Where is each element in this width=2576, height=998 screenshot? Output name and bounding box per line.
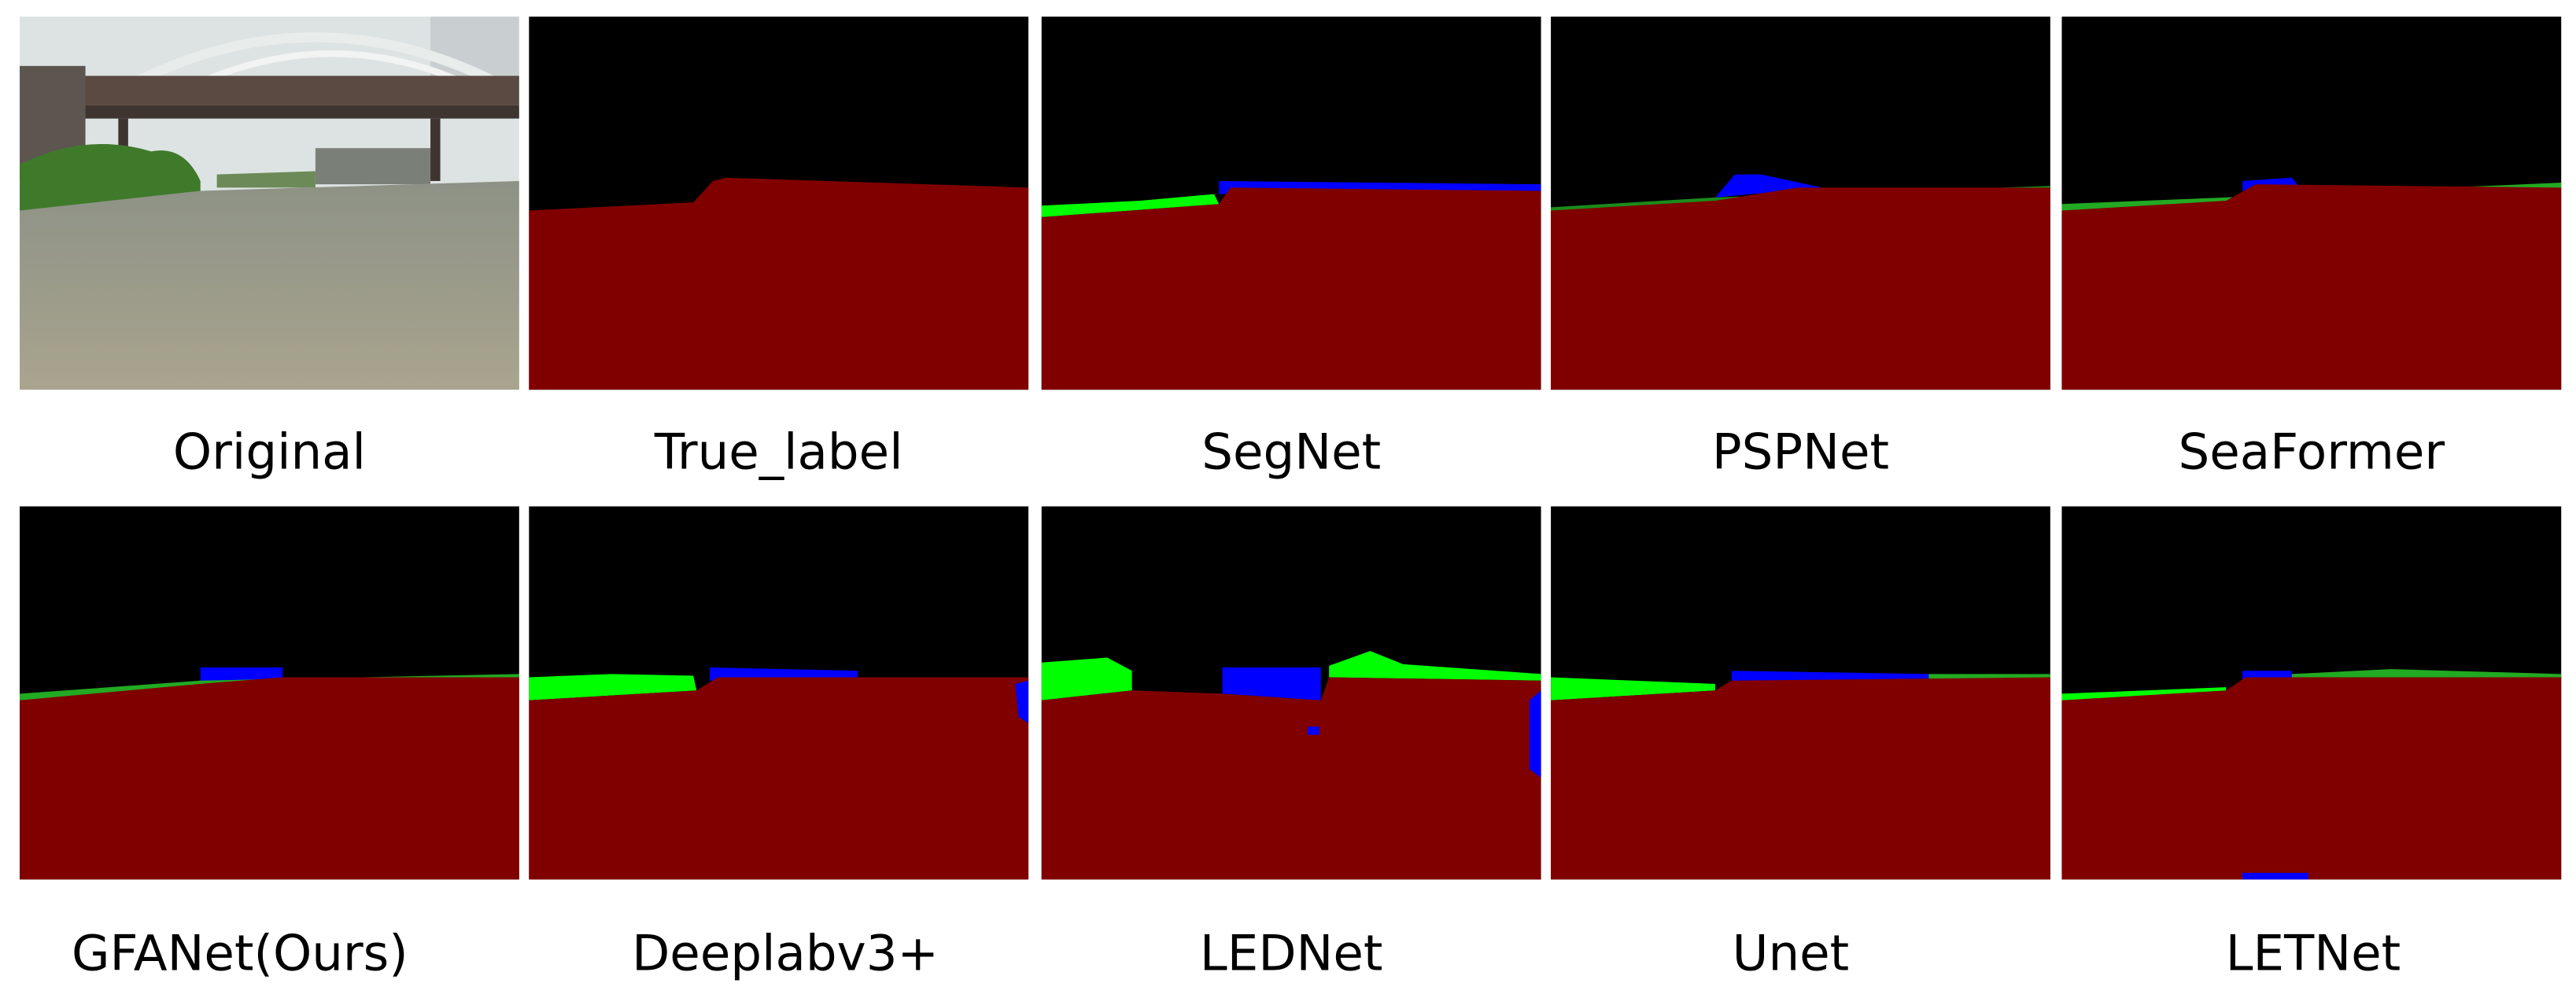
panel-label: Deeplabv3+ — [632, 925, 939, 982]
panel-label: PSPNet — [1712, 423, 1889, 481]
panel-label: Unet — [1733, 925, 1850, 982]
segmentation-unet — [1551, 506, 2050, 880]
panel-label: True_label — [654, 423, 903, 481]
segmentation-segnet — [1041, 17, 1541, 390]
segmentation-gfanet — [20, 506, 519, 880]
panel-label: SeaFormer — [2178, 423, 2445, 481]
panel-label: Original — [173, 423, 366, 481]
segmentation-true-label — [529, 17, 1029, 390]
original-image — [20, 17, 519, 390]
segmentation-pspnet — [1551, 17, 2050, 390]
panel-label: LETNet — [2226, 925, 2401, 982]
panel-label: GFANet(Ours) — [72, 925, 408, 982]
segmentation-letnet — [2061, 506, 2562, 880]
segmentation-deeplabv3 — [529, 506, 1029, 880]
segmentation-lednet — [1041, 506, 1541, 880]
segmentation-seaformer — [2061, 17, 2562, 390]
panel-label: LEDNet — [1200, 925, 1383, 982]
panel-label: SegNet — [1201, 423, 1381, 481]
